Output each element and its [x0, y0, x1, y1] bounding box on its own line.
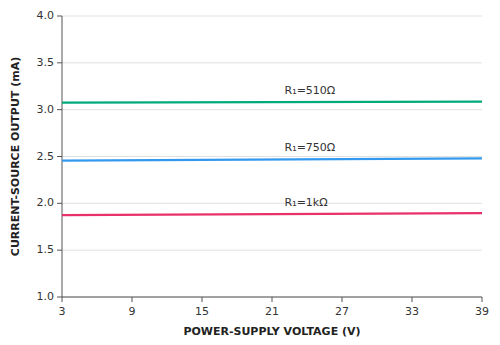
series-line — [62, 213, 482, 215]
y-tick — [57, 109, 62, 110]
y-tick — [57, 156, 62, 157]
line-label: R₁=510Ω — [285, 84, 336, 97]
x-tick-label: 9 — [129, 305, 136, 318]
x-tick — [482, 297, 483, 302]
x-axis-line — [62, 297, 482, 298]
grid-line — [62, 62, 482, 63]
line-label: R₁=750Ω — [285, 141, 336, 154]
line-labels: R₁=510Ω R₁=750Ω R₁=1kΩ — [285, 84, 336, 209]
y-tick-label: 1.0 — [37, 290, 55, 303]
x-tick-label: 15 — [195, 305, 209, 318]
y-tick-label: 2.0 — [37, 196, 55, 209]
series-line — [62, 101, 482, 104]
x-tick — [272, 297, 273, 302]
grid-line — [62, 203, 482, 204]
lines — [62, 102, 482, 215]
x-tick — [412, 297, 413, 302]
chart-container: 1.01.52.02.53.03.54.0391521273339POWER-S… — [0, 0, 500, 345]
x-axis-label: POWER-SUPPLY VOLTAGE (V) — [183, 325, 360, 338]
grid-line — [62, 250, 482, 251]
x-tick-label: 21 — [265, 305, 279, 318]
y-tick — [57, 16, 62, 17]
grid — [62, 16, 482, 297]
x-tick — [62, 297, 63, 302]
y-tick-label: 1.5 — [37, 243, 55, 256]
y-axis-line — [62, 16, 63, 297]
grid-line — [62, 16, 482, 17]
grid-line — [62, 109, 482, 110]
y-tick — [57, 62, 62, 63]
y-tick-label: 4.0 — [37, 9, 55, 22]
grid-line — [62, 297, 482, 298]
x-tick-label: 3 — [59, 305, 66, 318]
series-line — [62, 158, 482, 160]
line-label: R₁=1kΩ — [285, 196, 328, 209]
y-axis-label: CURRENT-SOURCE OUTPUT (mA) — [9, 57, 22, 256]
grid-line — [62, 156, 482, 157]
chart: 1.01.52.02.53.03.54.0391521273339POWER-S… — [0, 0, 500, 345]
background — [0, 0, 500, 345]
x-tick — [202, 297, 203, 302]
y-tick-label: 2.5 — [37, 150, 55, 163]
y-tick-label: 3.5 — [37, 56, 55, 69]
x-tick-label: 27 — [335, 305, 349, 318]
x-tick-label: 33 — [405, 305, 419, 318]
x-tick — [342, 297, 343, 302]
y-tick — [57, 203, 62, 204]
x-tick-label: 39 — [475, 305, 489, 318]
x-tick — [132, 297, 133, 302]
y-tick — [57, 297, 62, 298]
axes: 1.01.52.02.53.03.54.0391521273339 — [37, 9, 490, 318]
y-tick-label: 3.0 — [37, 103, 55, 116]
y-tick — [57, 250, 62, 251]
